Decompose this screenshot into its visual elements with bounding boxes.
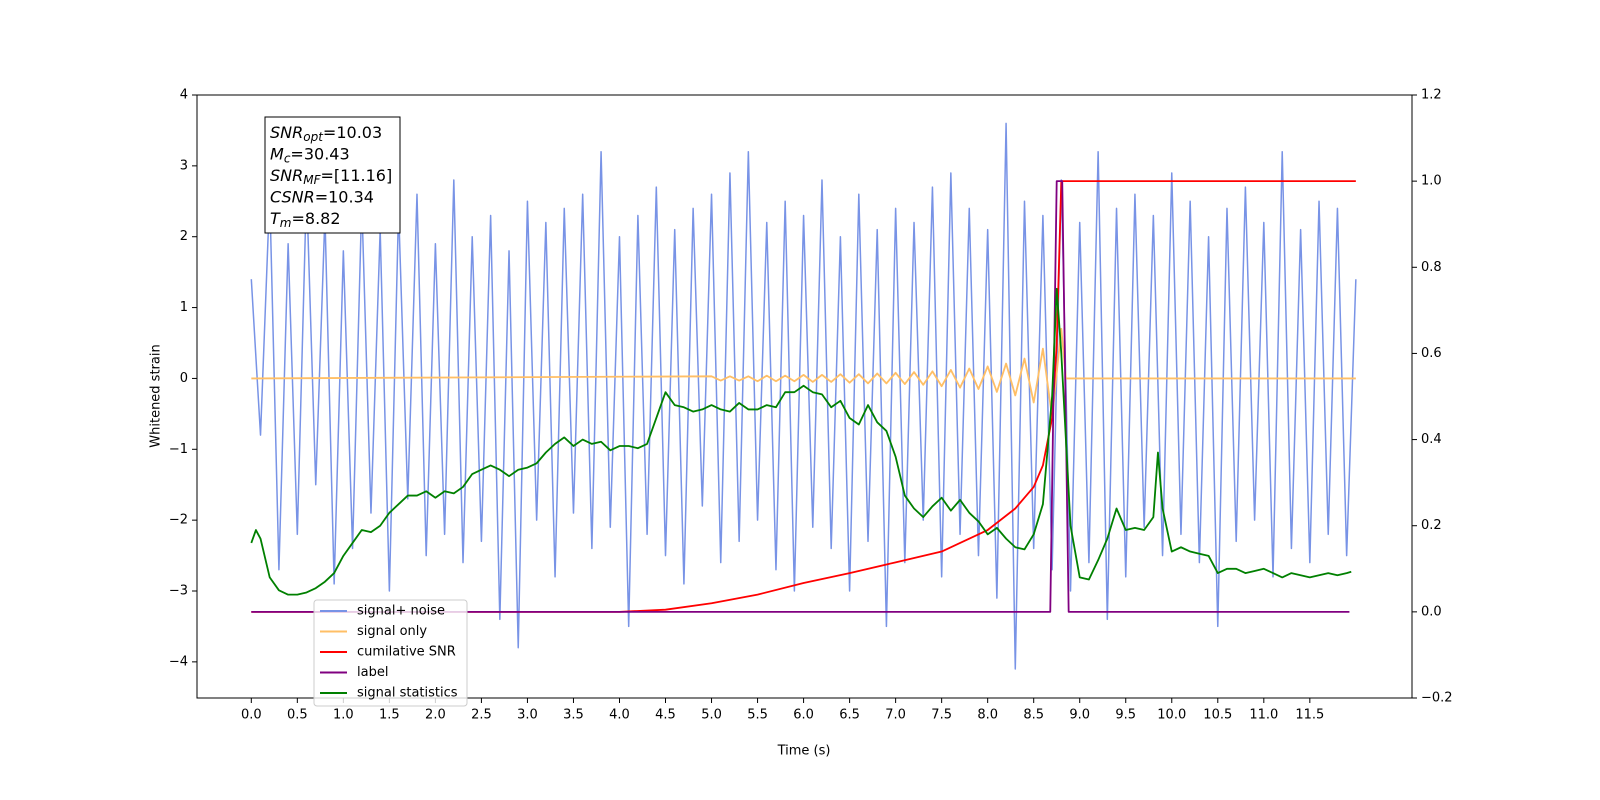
series-line [250, 122, 1357, 670]
x-tick-label: 3.5 [563, 708, 584, 723]
annotation-line: SNRopt=10.03 [270, 123, 382, 144]
annotation-subscript: MF [303, 173, 321, 187]
y-tick-label: 2 [180, 229, 188, 244]
legend-label: label [357, 665, 388, 680]
annotation-symbol: SNR [270, 166, 303, 185]
legend-label: signal+ noise [357, 604, 445, 619]
x-tick-label: 7.5 [931, 708, 952, 723]
x-tick-label: 10.5 [1203, 708, 1232, 723]
annotation-value: =30.43 [290, 144, 349, 163]
x-tick-label: 9.0 [1069, 708, 1090, 723]
y-tick-label: 4 [180, 88, 188, 103]
y-tick-label: 3 [180, 158, 188, 173]
x-tick-label: 11.0 [1249, 708, 1278, 723]
legend-label: signal only [357, 624, 427, 639]
x-tick-label: 10.0 [1157, 708, 1186, 723]
legend-box [313, 599, 468, 707]
legend-label: cumilative SNR [357, 645, 456, 660]
x-tick-label: 8.5 [1023, 708, 1044, 723]
x-tick-label: 4.5 [655, 708, 676, 723]
x-tick-label: 3.0 [517, 708, 538, 723]
y-tick-label: 0 [180, 371, 188, 386]
annotation-value: =10.03 [323, 123, 382, 142]
x-tick-label: 4.0 [609, 708, 630, 723]
x-tick-label: 2.5 [471, 708, 492, 723]
y2-tick-label: −0.2 [1421, 691, 1453, 706]
annotation-symbol: T [270, 209, 281, 228]
y-tick-label: −2 [169, 513, 188, 528]
x-tick-label: 1.5 [379, 708, 400, 723]
annotation-line: Mc=30.43 [270, 144, 350, 165]
annotation-subscript: m [280, 216, 292, 230]
annotation-line: CSNR=10.34 [270, 187, 374, 206]
annotation-line: SNRMF=[11.16] [270, 166, 392, 187]
plot-frame [196, 94, 1413, 699]
annotation-value: =[11.16] [321, 166, 393, 185]
x-axis-label: Time (s) [777, 744, 831, 759]
series-line [251, 327, 1356, 419]
x-tick-label: 0.5 [287, 708, 308, 723]
y2-tick-label: 1.0 [1421, 174, 1442, 189]
y2-tick-label: 0.0 [1421, 604, 1442, 619]
annotation-symbol: SNR [270, 123, 303, 142]
y2-tick-label: 0.6 [1421, 346, 1442, 361]
annotation-value: =8.82 [291, 209, 340, 228]
y-axis-label: Whitened strain [149, 344, 164, 447]
x-tick-label: 8.0 [977, 708, 998, 723]
x-tick-label: 9.5 [1115, 708, 1136, 723]
y-tick-label: −1 [169, 442, 188, 457]
x-tick-label: 2.0 [425, 708, 446, 723]
x-tick-label: 7.0 [885, 708, 906, 723]
annotation-line: Tm=8.82 [270, 209, 341, 230]
series-line [250, 287, 1352, 596]
annotation-value: =10.34 [315, 187, 374, 206]
y2-tick-label: 0.4 [1421, 432, 1442, 447]
annotation-subscript: opt [303, 130, 324, 144]
x-tick-label: 5.5 [747, 708, 768, 723]
annotation-symbol: M [270, 144, 284, 163]
y-tick-label: −3 [169, 584, 188, 599]
x-tick-label: 5.0 [701, 708, 722, 723]
x-tick-label: 0.0 [241, 708, 262, 723]
x-tick-label: 6.5 [839, 708, 860, 723]
annotation-subscript: c [284, 151, 291, 165]
plot-area [250, 122, 1357, 670]
x-tick-label: 11.5 [1295, 708, 1324, 723]
series-line [251, 180, 1350, 613]
y2-tick-label: 0.2 [1421, 518, 1442, 533]
annotation-box [264, 116, 401, 234]
legend-label: signal statistics [357, 686, 458, 701]
y2-tick-label: 1.2 [1421, 88, 1442, 103]
y-tick-label: 1 [180, 300, 188, 315]
y2-tick-label: 0.8 [1421, 260, 1442, 275]
x-tick-label: 1.0 [333, 708, 354, 723]
y-tick-label: −4 [169, 654, 188, 669]
x-tick-label: 6.0 [793, 708, 814, 723]
annotation-symbol: CSNR [270, 187, 315, 206]
